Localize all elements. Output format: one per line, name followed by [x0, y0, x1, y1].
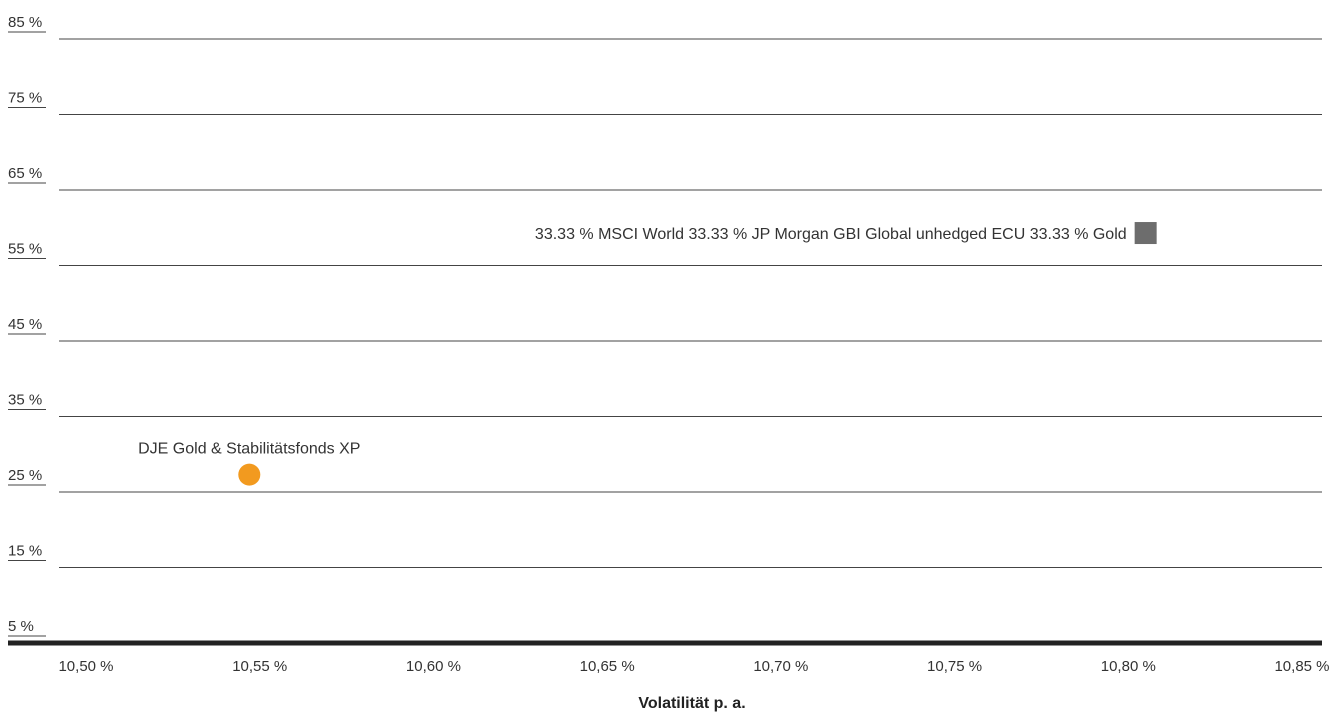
y-axis-ticks: 5 % 15 % 25 % 35 % 45 % 55 % 65 % 75 % 85 % — [8, 14, 46, 637]
x-tick-label: 10,55 % — [232, 658, 287, 675]
data-point-circle — [238, 463, 261, 486]
x-axis-title: Volatilität p. a. — [638, 695, 745, 712]
data-point-square — [1134, 222, 1157, 245]
data-point-label: 33.33 % MSCI World 33.33 % JP Morgan GBI… — [535, 226, 1127, 243]
x-tick-label: 10,80 % — [1101, 658, 1156, 675]
y-tick-label: 75 % — [8, 90, 42, 107]
y-tick-label: 25 % — [8, 467, 42, 484]
x-tick-label: 10,75 % — [927, 658, 982, 675]
y-tick-label: 55 % — [8, 241, 42, 258]
x-tick-label: 10,65 % — [580, 658, 635, 675]
x-tick-label: 10,85 % — [1274, 658, 1329, 675]
y-tick-label: 15 % — [8, 543, 42, 560]
y-tick-label: 45 % — [8, 316, 42, 333]
data-point-label: DJE Gold & Stabilitätsfonds XP — [138, 441, 360, 458]
x-tick-label: 10,50 % — [58, 658, 113, 675]
x-axis-ticks: 10,50 % 10,55 % 10,60 % 10,65 % 10,70 % 10,75… — [58, 658, 1329, 675]
y-tick-label: 5 % — [8, 618, 34, 635]
x-tick-label: 10,60 % — [406, 658, 461, 675]
gridlines — [59, 38, 1322, 568]
y-tick-label: 85 % — [8, 14, 42, 31]
y-tick-label: 65 % — [8, 165, 42, 182]
data-points: DJE Gold & Stabilitätsfonds XP 33.33 % MS… — [138, 222, 1157, 486]
x-tick-label: 10,70 % — [753, 658, 808, 675]
y-tick-label: 35 % — [8, 392, 42, 409]
